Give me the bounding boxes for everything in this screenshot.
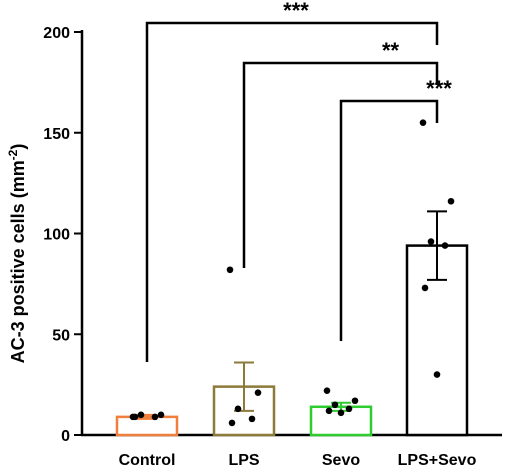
data-point: [325, 407, 333, 415]
x-tick-label: Control: [119, 452, 176, 469]
data-point: [433, 371, 441, 378]
data-point: [427, 238, 435, 245]
x-tick-label: LPS+Sevo: [398, 452, 477, 469]
data-point: [421, 284, 429, 292]
y-tick-label: 0: [61, 428, 70, 445]
x-tick-label: LPS: [228, 452, 259, 469]
plot-area: 0 50 100 150 200 AC-3 positive cells (mm-2) Co…: [6, 0, 502, 469]
significance-bracket: [339, 99, 439, 341]
data-point: [351, 397, 359, 405]
data-point: [228, 419, 236, 427]
y-tick-label: 50: [52, 327, 70, 344]
significance-label: ***: [426, 76, 452, 101]
y-axis-title-superscript: -2: [6, 149, 20, 160]
y-tick-label: 150: [43, 126, 70, 143]
significance-bracket: [242, 61, 439, 268]
data-point: [419, 119, 427, 126]
data-point: [248, 415, 256, 423]
data-point: [345, 405, 353, 413]
data-point: [337, 409, 345, 417]
data-point: [447, 197, 455, 205]
significance-bracket: [145, 21, 439, 362]
data-point: [331, 401, 339, 409]
y-axis-title: AC-3 positive cells (mm-2): [6, 144, 28, 364]
data-point: [131, 413, 139, 421]
y-tick-label: 200: [43, 25, 70, 42]
data-point: [441, 242, 449, 249]
y-tick-label: 100: [43, 227, 70, 244]
significance-label: ***: [283, 0, 309, 23]
significance-label: **: [382, 38, 400, 63]
data-point: [226, 266, 234, 274]
data-point: [323, 387, 331, 394]
data-point: [234, 405, 242, 413]
data-point: [151, 413, 159, 421]
y-axis-title-suffix: ): [8, 144, 28, 150]
x-tick-label: Sevo: [322, 452, 360, 469]
data-point: [137, 411, 145, 419]
y-axis-title-main: AC-3 positive cells (mm: [8, 160, 28, 363]
data-point: [157, 411, 165, 419]
data-point: [254, 389, 262, 396]
